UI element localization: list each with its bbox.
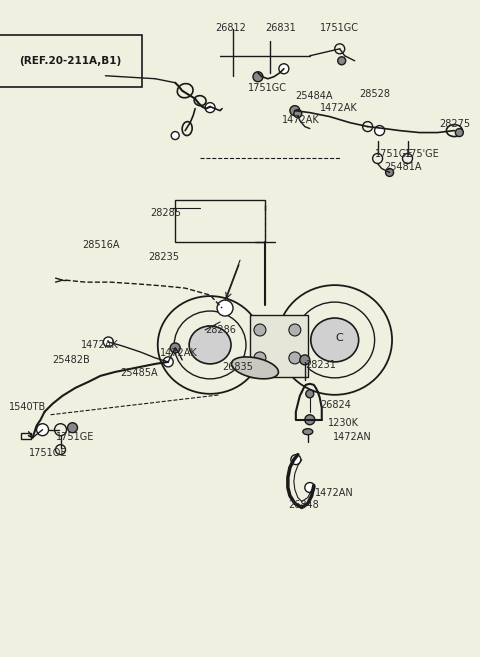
Circle shape xyxy=(279,64,289,74)
Circle shape xyxy=(254,324,266,336)
Circle shape xyxy=(217,300,233,316)
Bar xyxy=(21,433,31,439)
Text: 28235: 28235 xyxy=(148,252,179,262)
Text: 28275: 28275 xyxy=(439,119,470,129)
Text: 1540TB: 1540TB xyxy=(9,402,46,412)
Text: 28528: 28528 xyxy=(360,89,391,99)
Text: 25484A: 25484A xyxy=(295,91,332,101)
Circle shape xyxy=(170,343,180,353)
Text: 26848: 26848 xyxy=(288,499,319,510)
Bar xyxy=(250,315,308,377)
Text: 25481A: 25481A xyxy=(384,162,422,173)
Text: 175'GE: 175'GE xyxy=(405,148,439,158)
Ellipse shape xyxy=(303,429,313,435)
Circle shape xyxy=(289,352,301,364)
Text: 26824: 26824 xyxy=(320,400,351,410)
Circle shape xyxy=(294,110,302,118)
Text: 1751GC: 1751GC xyxy=(320,23,359,33)
Text: 1472AN: 1472AN xyxy=(315,487,354,497)
Circle shape xyxy=(338,57,346,65)
Circle shape xyxy=(290,106,300,116)
Circle shape xyxy=(163,357,173,367)
Text: 28516A: 28516A xyxy=(83,240,120,250)
Text: 1472AK: 1472AK xyxy=(160,348,198,358)
Circle shape xyxy=(306,390,314,397)
Text: 28285: 28285 xyxy=(150,208,181,218)
Text: 1230K: 1230K xyxy=(328,418,359,428)
Circle shape xyxy=(291,455,301,464)
Circle shape xyxy=(305,415,315,424)
Ellipse shape xyxy=(311,318,359,362)
Bar xyxy=(175,200,265,242)
Text: (REF.20-211A,B1): (REF.20-211A,B1) xyxy=(19,56,121,66)
Text: 26812: 26812 xyxy=(215,23,246,33)
Ellipse shape xyxy=(189,326,231,364)
Text: 1751GE: 1751GE xyxy=(56,432,94,442)
Circle shape xyxy=(205,102,215,112)
Circle shape xyxy=(300,355,310,365)
Circle shape xyxy=(36,424,48,436)
Text: 25485A: 25485A xyxy=(120,368,158,378)
Text: 1472AK: 1472AK xyxy=(320,102,358,112)
Text: 1472AK: 1472AK xyxy=(81,340,118,350)
Text: 1751GC: 1751GC xyxy=(248,83,287,93)
Circle shape xyxy=(254,352,266,364)
Ellipse shape xyxy=(231,357,278,379)
Text: C: C xyxy=(336,333,344,343)
Circle shape xyxy=(103,337,113,347)
Circle shape xyxy=(456,129,463,137)
Text: 1472AN: 1472AN xyxy=(333,432,372,442)
Text: 1751GE: 1751GE xyxy=(374,148,413,158)
Circle shape xyxy=(68,422,77,433)
Circle shape xyxy=(385,168,394,177)
Text: 28286: 28286 xyxy=(205,325,236,335)
Text: 28231: 28231 xyxy=(305,360,336,370)
Text: 26835: 26835 xyxy=(222,362,253,372)
Text: 26831: 26831 xyxy=(265,23,296,33)
Circle shape xyxy=(171,131,179,139)
Text: 25482B: 25482B xyxy=(52,355,90,365)
Circle shape xyxy=(253,72,263,81)
Text: 1751OE: 1751OE xyxy=(29,447,67,458)
Circle shape xyxy=(305,482,315,493)
Circle shape xyxy=(289,324,301,336)
Circle shape xyxy=(374,125,384,135)
Text: 1472AK: 1472AK xyxy=(282,114,320,125)
